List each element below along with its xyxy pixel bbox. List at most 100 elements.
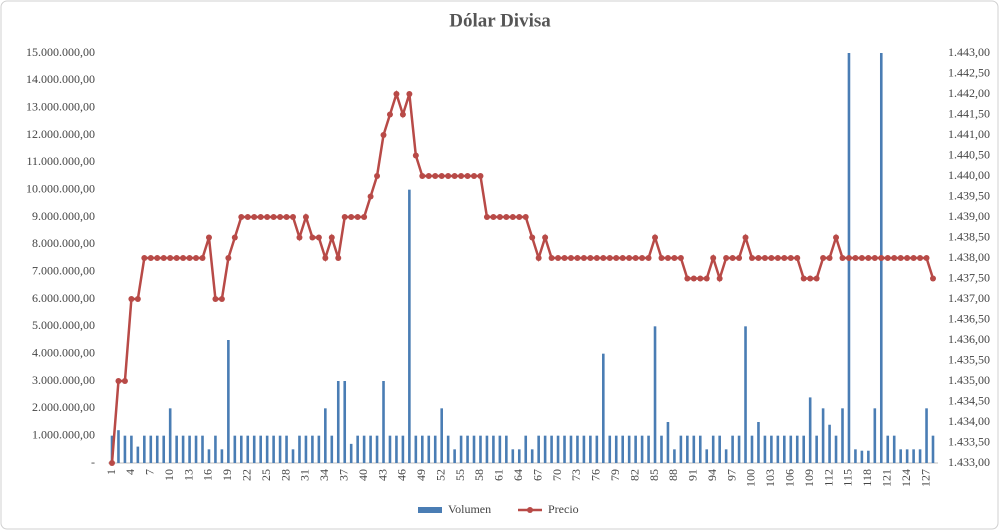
y-tick-label: - — [91, 455, 95, 469]
y-tick-label: 8.000.000,00 — [32, 236, 95, 250]
price-marker — [386, 111, 393, 118]
price-marker — [613, 255, 620, 261]
price-marker — [335, 255, 342, 261]
bar — [711, 435, 715, 463]
price-marker — [626, 255, 633, 261]
bar — [912, 449, 915, 463]
price-marker — [600, 255, 607, 261]
price-marker — [652, 234, 659, 241]
bar — [718, 435, 721, 463]
x-tick-label: 103 — [763, 469, 777, 487]
bar — [388, 435, 392, 463]
y2-tick-label: 1.433,00 — [948, 455, 990, 469]
price-marker — [496, 214, 503, 220]
price-marker — [186, 255, 193, 261]
price-marker — [277, 214, 284, 220]
bar — [453, 449, 456, 463]
price-marker — [503, 214, 510, 220]
y2-tick-label: 1.437,50 — [948, 270, 990, 284]
bar — [446, 435, 450, 463]
price-marker — [723, 255, 730, 261]
x-tick-label: 55 — [453, 469, 467, 481]
price-marker — [451, 173, 458, 179]
price-marker — [910, 255, 917, 261]
price-marker — [529, 234, 536, 241]
price-marker — [820, 255, 827, 261]
y2-tick-label: 1.440,50 — [948, 147, 990, 161]
x-tick-label: 58 — [472, 469, 486, 481]
price-marker — [580, 255, 587, 261]
bar — [246, 435, 250, 463]
y2-tick-label: 1.439,00 — [948, 209, 990, 223]
bar — [162, 435, 166, 463]
bar — [239, 435, 243, 463]
bar — [304, 435, 308, 463]
y2-tick-label: 1.435,00 — [948, 373, 990, 387]
bar — [149, 435, 153, 463]
bar — [621, 435, 625, 463]
bar — [660, 435, 663, 463]
bar — [317, 435, 321, 463]
y-tick-label: 15.000.000,00 — [26, 45, 95, 59]
bar — [763, 435, 767, 463]
x-tick-label: 1 — [104, 469, 118, 475]
price-marker — [302, 214, 309, 220]
price-marker — [406, 91, 413, 97]
bar — [511, 449, 515, 463]
y-tick-label: 4.000.000,00 — [32, 345, 95, 359]
price-marker — [115, 378, 122, 384]
bar — [873, 408, 877, 463]
bar — [395, 435, 398, 463]
y-tick-label: 13.000.000,00 — [26, 99, 95, 113]
price-marker — [367, 193, 374, 200]
price-marker — [458, 173, 465, 179]
y-tick-label: 14.000.000,00 — [26, 72, 95, 86]
price-marker — [522, 214, 529, 220]
price-marker — [238, 214, 245, 220]
bar — [789, 435, 793, 463]
bar — [815, 435, 818, 463]
price-marker — [930, 275, 936, 282]
bar — [220, 449, 224, 463]
price-marker — [807, 275, 814, 282]
bar — [692, 435, 696, 463]
x-tick-label: 76 — [589, 469, 603, 481]
bar — [155, 435, 159, 463]
x-tick-label: 22 — [240, 469, 254, 481]
bar — [899, 449, 902, 463]
bar — [867, 450, 870, 463]
y2-tick-label: 1.443,00 — [948, 45, 990, 59]
y-tick-label: 2.000.000,00 — [32, 400, 95, 414]
price-marker — [736, 255, 743, 261]
bar — [653, 326, 657, 463]
price-marker — [160, 255, 167, 261]
bar — [757, 422, 760, 463]
bar — [698, 435, 702, 463]
bar — [776, 435, 780, 463]
bar — [802, 435, 806, 463]
y-tick-label: 6.000.000,00 — [32, 291, 95, 305]
bar — [666, 422, 670, 463]
price-marker — [264, 214, 271, 220]
price-marker — [251, 214, 258, 220]
x-tick-label: 127 — [918, 469, 932, 487]
bar — [408, 189, 411, 463]
bar — [440, 408, 443, 463]
x-tick-label: 121 — [879, 469, 893, 487]
price-marker — [794, 255, 801, 261]
x-tick-label: 100 — [744, 469, 758, 487]
price-marker — [813, 275, 820, 282]
price-marker — [561, 255, 568, 261]
price-marker — [677, 255, 684, 261]
x-tick-label: 67 — [530, 469, 544, 481]
bar — [854, 449, 857, 463]
price-marker — [664, 255, 671, 261]
x-tick-label: 106 — [783, 469, 797, 487]
x-tick-label: 97 — [724, 469, 738, 481]
price-marker — [891, 255, 898, 261]
y2-tick-label: 1.436,00 — [948, 332, 990, 346]
price-marker — [761, 255, 768, 261]
legend-marker — [527, 507, 533, 513]
